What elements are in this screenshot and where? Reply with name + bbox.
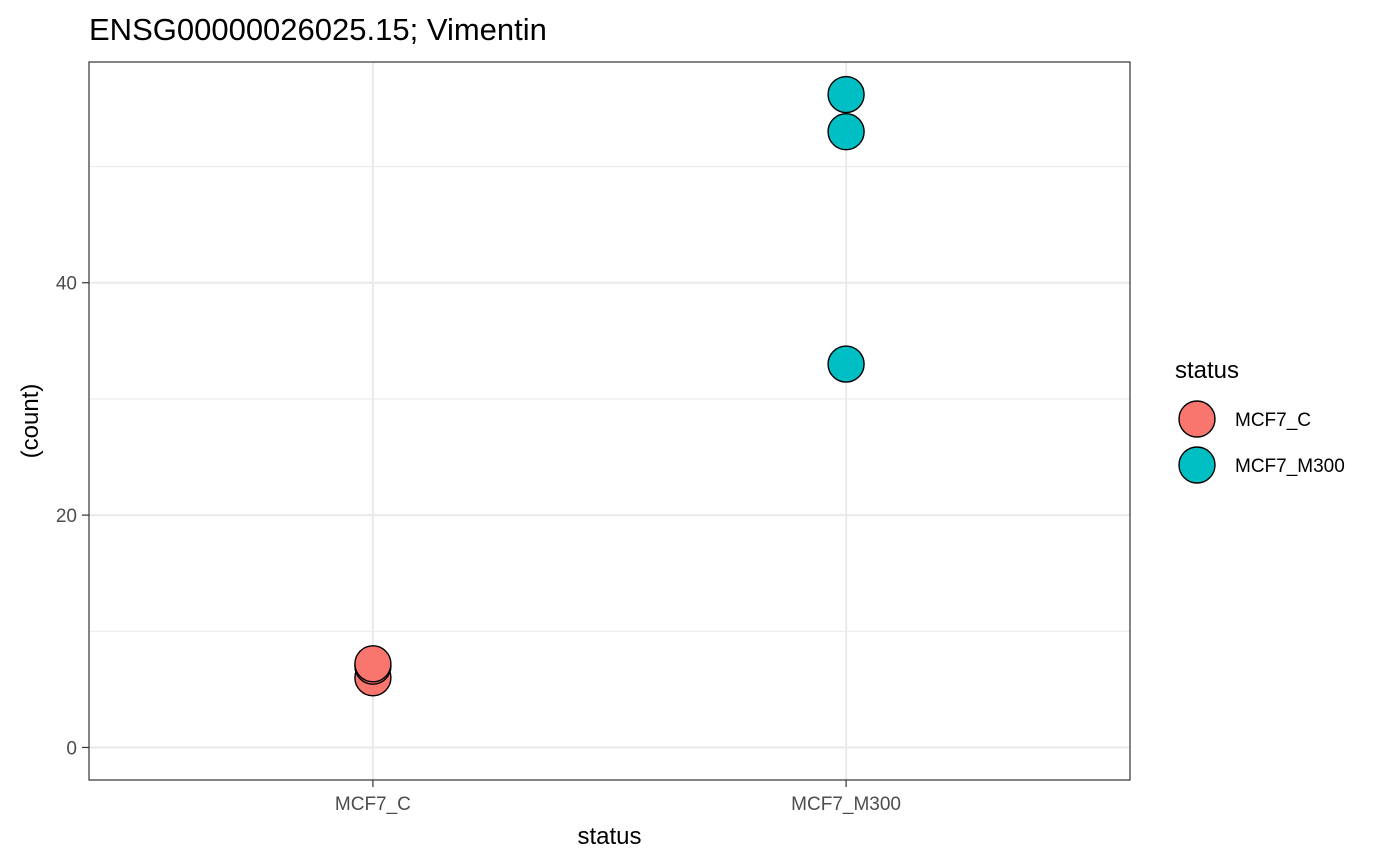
data-point	[827, 345, 865, 383]
plot-panel	[88, 61, 1131, 781]
x-tick-label: MCF7_C	[335, 794, 411, 815]
x-tick-label: MCF7_M300	[791, 794, 901, 815]
x-axis-title: status	[577, 823, 641, 850]
chart-title: ENSG00000026025.15; Vimentin	[89, 12, 547, 47]
y-axis: 0 20 40	[56, 274, 89, 759]
data-point	[827, 113, 865, 151]
data-point	[827, 75, 865, 114]
x-axis: MCF7_C MCF7_M300	[335, 780, 901, 815]
legend-key	[1178, 446, 1216, 484]
y-axis-title: (count)	[17, 384, 44, 459]
panel-background	[89, 62, 1130, 780]
legend-label: MCF7_C	[1235, 410, 1311, 431]
minor-gridlines	[89, 166, 1130, 632]
legend: status MCF7_C MCF7_M300	[1175, 357, 1345, 484]
y-tick-label: 0	[66, 738, 77, 759]
data-points	[354, 75, 865, 697]
y-tick-label: 40	[56, 274, 77, 295]
panel-border	[88, 61, 1131, 781]
major-gridlines	[89, 62, 1130, 780]
legend-title: status	[1175, 357, 1239, 384]
data-point	[354, 645, 392, 683]
y-tick-label: 20	[56, 506, 77, 527]
legend-entries: MCF7_C MCF7_M300	[1178, 400, 1345, 484]
legend-label: MCF7_M300	[1235, 456, 1345, 477]
legend-key	[1178, 400, 1216, 438]
